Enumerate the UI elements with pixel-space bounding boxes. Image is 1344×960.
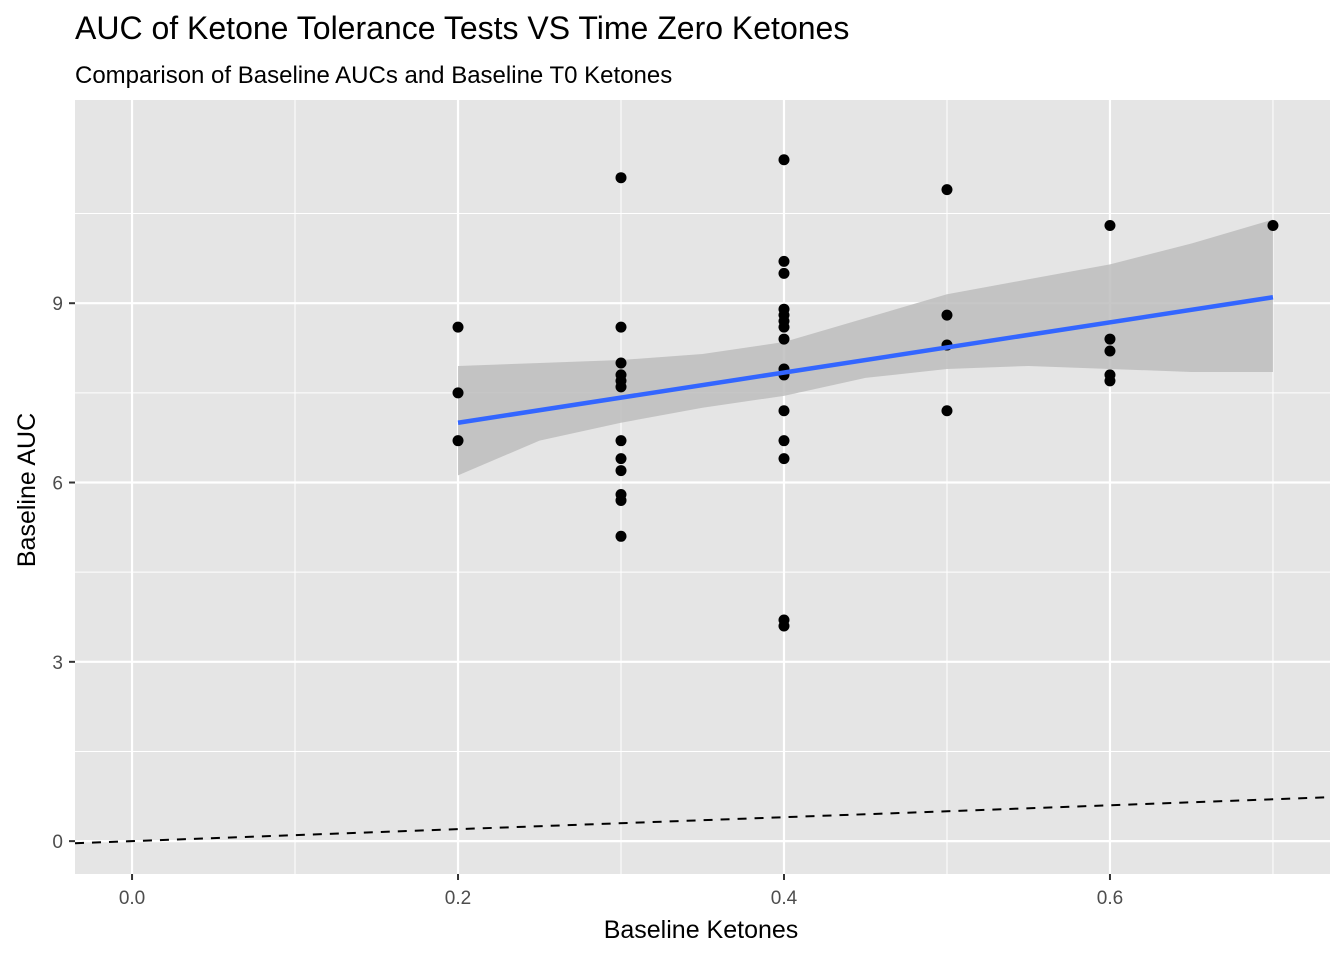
- data-point: [615, 172, 627, 184]
- data-point: [615, 357, 627, 369]
- trend-line: [457, 295, 1274, 425]
- data-point: [778, 154, 790, 166]
- chart-subtitle: Comparison of Baseline AUCs and Baseline…: [75, 62, 672, 89]
- chart-title: AUC of Ketone Tolerance Tests VS Time Ze…: [75, 10, 849, 46]
- data-point: [615, 453, 627, 465]
- confidence-band: [458, 219, 1273, 476]
- data-point: [941, 184, 953, 196]
- data-point: [452, 435, 464, 447]
- y-tick-label: 0: [52, 832, 63, 853]
- y-tick-label: 3: [52, 653, 63, 674]
- data-point: [778, 333, 790, 345]
- data-point: [452, 321, 464, 333]
- data-point: [778, 620, 790, 632]
- y-tick-label: 6: [52, 474, 63, 495]
- data-point: [615, 321, 627, 333]
- data-point: [778, 267, 790, 279]
- data-point: [778, 321, 790, 333]
- reference-line: [74, 796, 1331, 845]
- data-point: [615, 435, 627, 447]
- y-axis-ticks: 0 3 6 9: [52, 294, 75, 853]
- confidence-band-layer: [458, 219, 1273, 476]
- data-point: [1104, 333, 1116, 345]
- data-point: [615, 381, 627, 393]
- data-point: [778, 435, 790, 447]
- data-point: [778, 255, 790, 267]
- data-point: [615, 530, 627, 542]
- data-point: [615, 494, 627, 506]
- data-point: [1104, 345, 1116, 357]
- y-tick-label: 9: [52, 294, 63, 315]
- x-axis-title: Baseline Ketones: [604, 916, 799, 944]
- data-point: [941, 405, 953, 417]
- data-point: [1104, 375, 1116, 387]
- x-tick-label: 0.0: [119, 888, 145, 909]
- x-axis-ticks: 0.0 0.2 0.4 0.6: [119, 874, 1123, 909]
- x-tick-label: 0.4: [771, 888, 798, 909]
- data-point: [452, 387, 464, 399]
- reference-line-layer: [74, 796, 1331, 845]
- data-point: [778, 453, 790, 465]
- points-layer: [452, 154, 1279, 632]
- data-point: [615, 465, 627, 477]
- trend-line-layer: [457, 295, 1274, 425]
- data-point: [1267, 220, 1279, 232]
- data-point: [941, 309, 953, 321]
- x-tick-label: 0.6: [1097, 888, 1123, 909]
- x-tick-label: 0.2: [445, 888, 471, 909]
- data-point: [778, 405, 790, 417]
- data-point: [1104, 220, 1116, 232]
- plot-panel: [75, 100, 1330, 874]
- y-axis-title: Baseline AUC: [13, 413, 41, 567]
